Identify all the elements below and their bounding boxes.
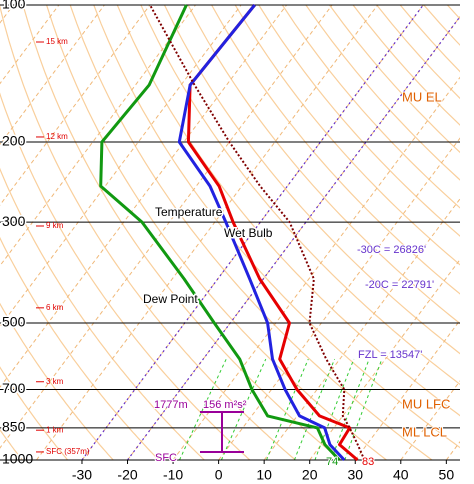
- annotation: FZL = 13547': [358, 349, 422, 361]
- y-tick-label: 1000: [2, 451, 33, 467]
- mixing-ratio: [314, 358, 355, 460]
- profile-line: [186, 4, 359, 462]
- x-tick-label: -30: [72, 467, 92, 483]
- dry-adiabat: [281, 5, 460, 209]
- parcel-trace: [149, 4, 366, 461]
- annotation: SFC: [155, 452, 177, 464]
- annotation: -30C = 26826': [357, 244, 426, 256]
- dry-adiabat: [234, 5, 460, 266]
- series-label: Temperature: [155, 205, 223, 219]
- dry-adiabat: [0, 167, 205, 460]
- mixing-ratio: [220, 358, 267, 460]
- dry-adiabat: [163, 5, 460, 355]
- x-tick-label: 0: [215, 467, 223, 483]
- dry-adiabat: [258, 5, 460, 237]
- y-tick-label: 100: [2, 0, 26, 12]
- isotherm: [36, 5, 379, 460]
- dry-adiabat: [211, 5, 460, 295]
- dry-adiabat: [187, 5, 460, 325]
- annotation: ML LCL: [402, 424, 447, 439]
- y-tick-label: 200: [2, 133, 26, 149]
- series-label: Dew Point: [143, 292, 198, 306]
- dry-adiabat: [140, 5, 460, 386]
- isotherm: [172, 76, 460, 460]
- annotation: MU EL: [402, 89, 442, 104]
- series-label: Wet Bulb: [224, 226, 273, 240]
- x-tick-label: 30: [347, 467, 363, 483]
- y-tick-label: 850: [2, 419, 26, 435]
- annotation: 83: [362, 456, 374, 468]
- background-lines: [0, 5, 460, 460]
- dry-adiabat: [423, 5, 460, 46]
- y-tick-label: 300: [2, 213, 26, 229]
- mixing-ratio: [179, 358, 227, 460]
- x-tick-label: -10: [163, 467, 183, 483]
- annotation: -20C = 22791': [365, 279, 434, 291]
- isotherm: [354, 319, 460, 460]
- mixing-ratio: [330, 358, 370, 460]
- annotation: 74: [326, 456, 338, 468]
- mixing-ratio: [293, 358, 336, 460]
- mixing-ratio: [344, 358, 383, 460]
- isotherm: [0, 5, 287, 388]
- y-tick-label: 700: [2, 380, 26, 396]
- y-tick-label: 500: [2, 314, 26, 330]
- height-label: 9 km: [46, 221, 64, 230]
- isotherm: [81, 5, 424, 460]
- isotherm: [0, 5, 333, 449]
- foreground: 100 200 300 500 700 850 1000 -30 -20 -10 0 10 20 30 40…: [0, 0, 460, 483]
- x-tick-label: 20: [302, 467, 318, 483]
- dry-adiabat: [116, 5, 460, 417]
- height-label: 15 km: [46, 37, 68, 46]
- isotherm: [309, 258, 460, 460]
- height-label: 12 km: [46, 132, 68, 141]
- dry-adiabat: [376, 5, 460, 100]
- x-tick-label: 10: [256, 467, 272, 483]
- annotation: 1777m: [154, 399, 188, 411]
- bracket: [200, 411, 244, 453]
- annotation: MU LFC: [402, 396, 450, 411]
- x-tick-label: 40: [393, 467, 409, 483]
- profile-line: [99, 4, 341, 462]
- profile-line: [177, 4, 346, 462]
- x-tick-label: -20: [117, 467, 137, 483]
- height-label: SFC (357m): [46, 447, 90, 456]
- height-label: 1 km: [46, 425, 64, 434]
- annotation: 156 m²s²: [203, 399, 247, 411]
- height-label: 3 km: [46, 377, 64, 386]
- isotherm: [0, 5, 242, 328]
- dry-adiabat: [0, 92, 251, 460]
- isotherm: [400, 380, 460, 460]
- isotherm: [263, 198, 460, 460]
- isotherm: [445, 440, 460, 460]
- x-tick-label: 50: [439, 467, 455, 483]
- height-label: 6 km: [46, 303, 64, 312]
- isotherm: [127, 15, 460, 460]
- mixing-ratio: [266, 358, 309, 460]
- dry-adiabat: [399, 5, 460, 73]
- isotherm: [218, 137, 460, 460]
